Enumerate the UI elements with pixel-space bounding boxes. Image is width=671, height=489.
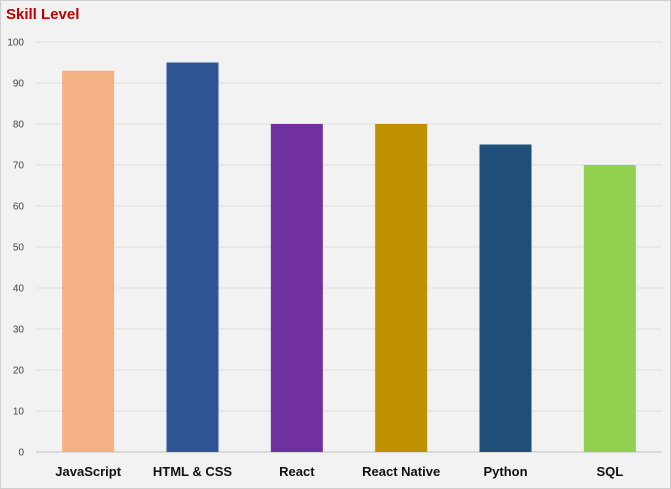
y-tick-label: 0 bbox=[18, 448, 24, 459]
x-tick-label: JavaScript bbox=[55, 464, 121, 479]
x-tick-label: React bbox=[279, 464, 315, 479]
y-tick-label: 100 bbox=[7, 38, 24, 49]
x-tick-label: Python bbox=[483, 464, 527, 479]
y-tick-label: 80 bbox=[13, 120, 25, 131]
y-tick-label: 60 bbox=[13, 202, 25, 213]
y-tick-label: 50 bbox=[13, 243, 25, 254]
bar bbox=[62, 70, 115, 452]
y-tick-label: 70 bbox=[13, 161, 25, 172]
y-tick-label: 20 bbox=[13, 366, 25, 377]
bar bbox=[479, 144, 532, 452]
x-tick-label: HTML & CSS bbox=[153, 464, 233, 479]
y-tick-label: 40 bbox=[13, 284, 25, 295]
x-tick-label: React Native bbox=[362, 464, 440, 479]
y-tick-label: 10 bbox=[13, 407, 25, 418]
y-tick-label: 90 bbox=[13, 79, 25, 90]
bar bbox=[270, 124, 323, 452]
y-tick-label: 30 bbox=[13, 325, 25, 336]
x-tick-label: SQL bbox=[596, 464, 623, 479]
bar bbox=[583, 165, 636, 452]
bar bbox=[166, 62, 219, 452]
chart-title: Skill Level bbox=[6, 6, 80, 23]
bar bbox=[375, 124, 428, 452]
